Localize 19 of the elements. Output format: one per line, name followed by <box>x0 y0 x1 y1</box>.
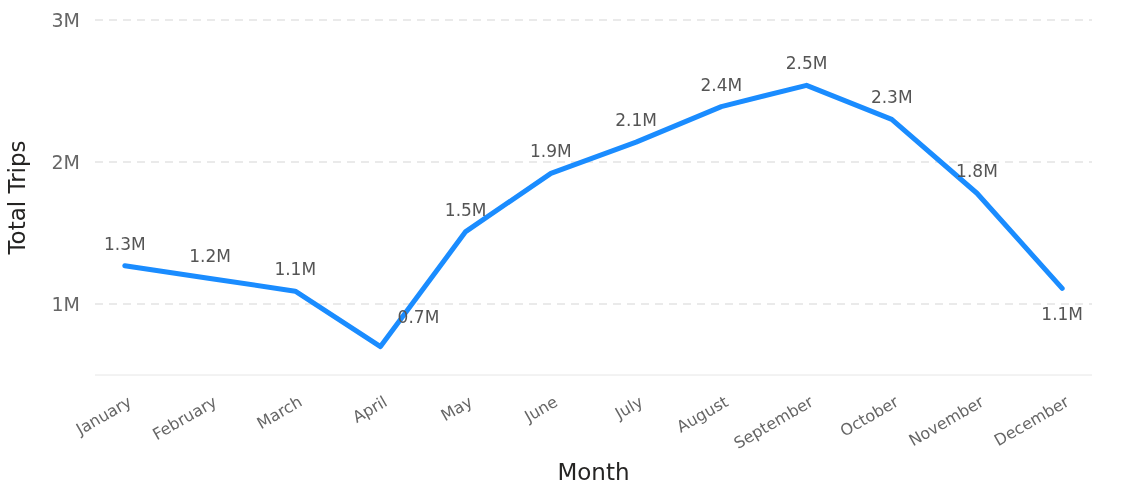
y-tick-label: 3M <box>51 8 80 31</box>
data-label: 1.8M <box>956 161 998 182</box>
data-label: 1.1M <box>1041 304 1084 325</box>
data-label: 2.5M <box>785 53 828 74</box>
data-label: 1.5M <box>444 199 487 220</box>
data-label: 1.1M <box>274 259 317 280</box>
data-label: 1.3M <box>103 233 146 254</box>
data-label: 2.3M <box>870 87 913 108</box>
y-axis-title: Total Trips <box>4 140 30 256</box>
data-label: 2.1M <box>615 110 657 131</box>
x-tick-label: June <box>520 392 561 427</box>
y-tick-label: 1M <box>51 292 80 315</box>
data-label: 1.9M <box>530 141 572 162</box>
x-axis-title: Month <box>557 459 630 485</box>
data-label: 2.4M <box>700 74 743 95</box>
x-tick-label: May <box>437 392 476 425</box>
x-tick-label: July <box>610 392 647 424</box>
y-tick-label: 2M <box>51 150 80 173</box>
data-label: 1.2M <box>189 246 231 267</box>
